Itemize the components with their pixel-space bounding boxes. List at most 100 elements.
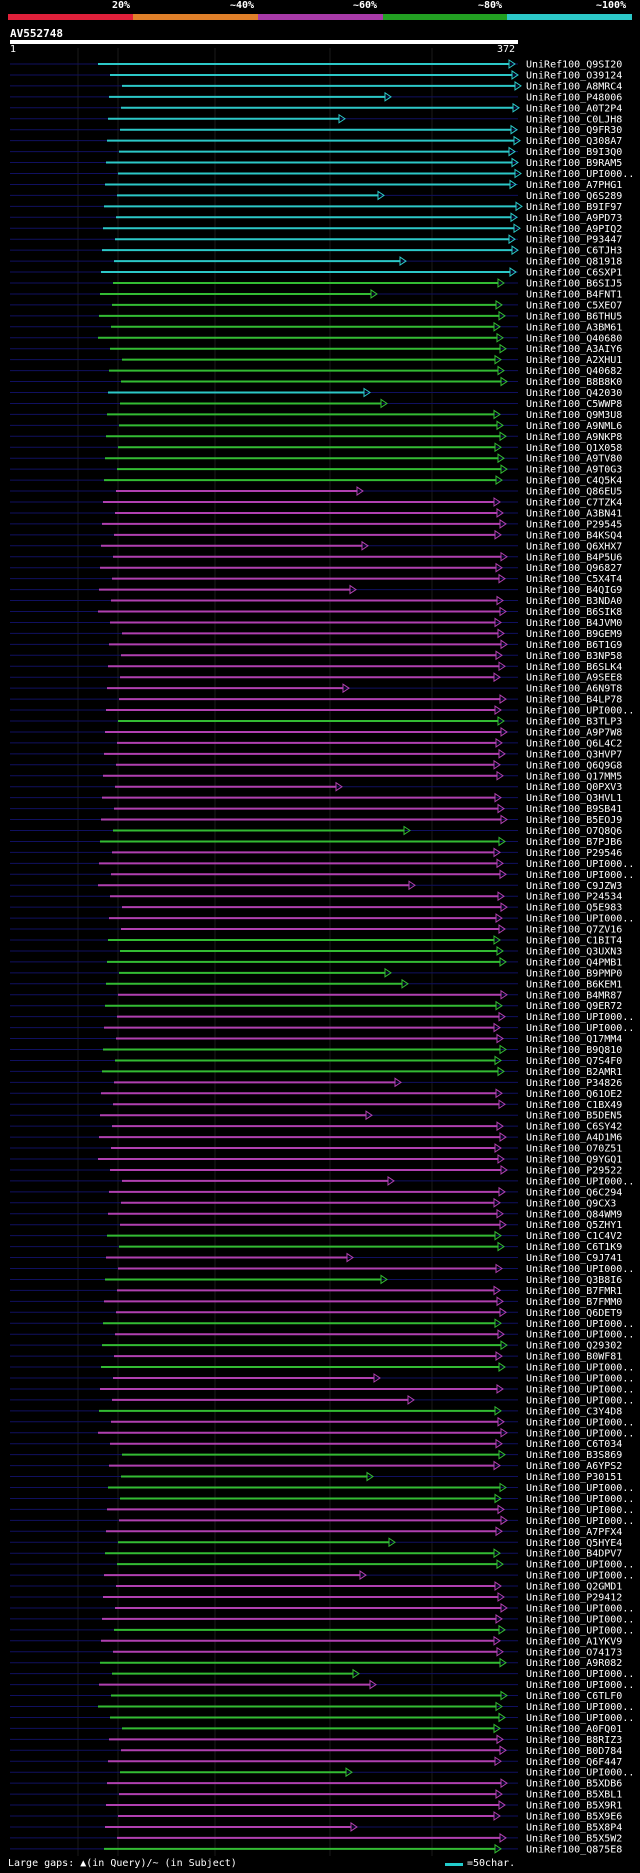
hit-label-link[interactable]: UniRef100_Q81918 — [526, 257, 622, 268]
hit-label-link[interactable]: UniRef100_B5XBL1 — [526, 1790, 622, 1801]
hit-label-link[interactable]: UniRef100_B5DEN5 — [526, 1111, 622, 1122]
hit-label-link[interactable]: UniRef100_Q96827 — [526, 563, 622, 574]
hit-label-link[interactable]: UniRef100_UPI000.. — [526, 1319, 634, 1330]
hit-label-link[interactable]: UniRef100_B4P5U6 — [526, 552, 622, 563]
hit-label-link[interactable]: UniRef100_Q86EU5 — [526, 487, 622, 498]
hit-label-link[interactable]: UniRef100_Q7ZV16 — [526, 925, 622, 936]
hit-label-link[interactable]: UniRef100_Q5HYE4 — [526, 1538, 622, 1549]
hit-label-link[interactable]: UniRef100_B4KSQ4 — [526, 530, 622, 541]
hit-label-link[interactable]: UniRef100_Q9M3U8 — [526, 410, 622, 421]
hit-label-link[interactable]: UniRef100_A6N9T8 — [526, 684, 622, 695]
hit-label-link[interactable]: UniRef100_B6SIK8 — [526, 607, 622, 618]
hit-label-link[interactable]: UniRef100_UPI000.. — [526, 1417, 634, 1428]
hit-label-link[interactable]: UniRef100_P29522 — [526, 1165, 622, 1176]
hit-label-link[interactable]: UniRef100_P34826 — [526, 1078, 622, 1089]
hit-label-link[interactable]: UniRef100_UPI000.. — [526, 1384, 634, 1395]
hit-label-link[interactable]: UniRef100_Q6Q9G8 — [526, 760, 622, 771]
hit-label-link[interactable]: UniRef100_UPI000.. — [526, 870, 634, 881]
hit-label-link[interactable]: UniRef100_UPI000.. — [526, 1768, 634, 1779]
hit-label-link[interactable]: UniRef100_UPI000.. — [526, 1680, 634, 1691]
hit-label-link[interactable]: UniRef100_A6YPS2 — [526, 1461, 622, 1472]
hit-label-link[interactable]: UniRef100_Q9FR30 — [526, 125, 622, 136]
hit-label-link[interactable]: UniRef100_UPI000.. — [526, 1363, 634, 1374]
hit-label-link[interactable]: UniRef100_UPI000.. — [526, 1614, 634, 1625]
hit-label-link[interactable]: UniRef100_B5XDB6 — [526, 1779, 622, 1790]
hit-label-link[interactable]: UniRef100_B9I3Q0 — [526, 147, 622, 158]
hit-label-link[interactable]: UniRef100_B5X5W2 — [526, 1833, 622, 1844]
hit-label-link[interactable]: UniRef100_B4MR87 — [526, 990, 622, 1001]
hit-label-link[interactable]: UniRef100_A1YKV9 — [526, 1636, 622, 1647]
hit-label-link[interactable]: UniRef100_C5X4T4 — [526, 574, 622, 585]
hit-label-link[interactable]: UniRef100_UPI000.. — [526, 706, 634, 717]
hit-label-link[interactable]: UniRef100_C5XEO7 — [526, 300, 622, 311]
hit-label-link[interactable]: UniRef100_UPI000.. — [526, 1330, 634, 1341]
hit-label-link[interactable]: UniRef100_B9PMP0 — [526, 968, 622, 979]
hit-label-link[interactable]: UniRef100_A7PFX4 — [526, 1527, 622, 1538]
hit-label-link[interactable]: UniRef100_A9NML6 — [526, 421, 622, 432]
hit-label-link[interactable]: UniRef100_B5EOJ9 — [526, 815, 622, 826]
hit-label-link[interactable]: UniRef100_B7FMR1 — [526, 1286, 622, 1297]
hit-label-link[interactable]: UniRef100_B0WF81 — [526, 1352, 622, 1363]
hit-label-link[interactable]: UniRef100_Q9ER72 — [526, 1001, 622, 1012]
hit-label-link[interactable]: UniRef100_C1BX49 — [526, 1100, 622, 1111]
hit-label-link[interactable]: UniRef100_P93447 — [526, 235, 622, 246]
hit-label-link[interactable]: UniRef100_A3AIY6 — [526, 344, 622, 355]
hit-label-link[interactable]: UniRef100_C0LJH8 — [526, 114, 622, 125]
hit-label-link[interactable]: UniRef100_P24534 — [526, 892, 622, 903]
hit-label-link[interactable]: UniRef100_B5X9R1 — [526, 1801, 622, 1812]
hit-label-link[interactable]: UniRef100_C4Q5K4 — [526, 476, 622, 487]
hit-label-link[interactable]: UniRef100_C9JZW3 — [526, 881, 622, 892]
hit-label-link[interactable]: UniRef100_A9P7W8 — [526, 727, 622, 738]
hit-label-link[interactable]: UniRef100_Q3B8I6 — [526, 1275, 622, 1286]
hit-label-link[interactable]: UniRef100_UPI000.. — [526, 1505, 634, 1516]
hit-label-link[interactable]: UniRef100_Q308A7 — [526, 136, 622, 147]
hit-label-link[interactable]: UniRef100_C6TLF0 — [526, 1691, 622, 1702]
hit-label-link[interactable]: UniRef100_UPI000.. — [526, 1012, 634, 1023]
hit-label-link[interactable]: UniRef100_B6SIJ5 — [526, 279, 622, 290]
hit-label-link[interactable]: UniRef100_B4LP78 — [526, 695, 622, 706]
hit-label-link[interactable]: UniRef100_B0D784 — [526, 1746, 622, 1757]
hit-label-link[interactable]: UniRef100_UPI000.. — [526, 1494, 634, 1505]
hit-label-link[interactable]: UniRef100_A0FQ01 — [526, 1724, 622, 1735]
hit-label-link[interactable]: UniRef100_Q875E8 — [526, 1844, 622, 1855]
hit-label-link[interactable]: UniRef100_UPI000.. — [526, 1603, 634, 1614]
hit-label-link[interactable]: UniRef100_A9PIQ2 — [526, 224, 622, 235]
hit-label-link[interactable]: UniRef100_B4QIG9 — [526, 585, 622, 596]
hit-label-link[interactable]: UniRef100_B8RIZ3 — [526, 1735, 622, 1746]
hit-label-link[interactable]: UniRef100_O39124 — [526, 70, 622, 81]
hit-label-link[interactable]: UniRef100_B3NP58 — [526, 651, 622, 662]
hit-label-link[interactable]: UniRef100_P29546 — [526, 848, 622, 859]
hit-label-link[interactable]: UniRef100_B3NDA0 — [526, 596, 622, 607]
hit-label-link[interactable]: UniRef100_A9PD73 — [526, 213, 622, 224]
hit-label-link[interactable]: UniRef100_Q17MM4 — [526, 1034, 622, 1045]
hit-label-link[interactable]: UniRef100_Q40680 — [526, 333, 622, 344]
hit-label-link[interactable]: UniRef100_C7TZK4 — [526, 498, 622, 509]
hit-label-link[interactable]: UniRef100_C1BIT4 — [526, 936, 622, 947]
hit-label-link[interactable]: UniRef100_P29412 — [526, 1593, 622, 1604]
hit-label-link[interactable]: UniRef100_UPI000.. — [526, 1625, 634, 1636]
hit-label-link[interactable]: UniRef100_UPI000.. — [526, 1713, 634, 1724]
hit-label-link[interactable]: UniRef100_A3BM61 — [526, 322, 622, 333]
hit-label-link[interactable]: UniRef100_A9SEE8 — [526, 673, 622, 684]
hit-label-link[interactable]: UniRef100_Q2GMD1 — [526, 1582, 622, 1593]
hit-label-link[interactable]: UniRef100_Q6DET9 — [526, 1308, 622, 1319]
hit-label-link[interactable]: UniRef100_UPI000.. — [526, 1428, 634, 1439]
hit-label-link[interactable]: UniRef100_B3S869 — [526, 1450, 622, 1461]
hit-label-link[interactable]: UniRef100_B4DPV7 — [526, 1549, 622, 1560]
hit-label-link[interactable]: UniRef100_Q17MM5 — [526, 771, 622, 782]
hit-label-link[interactable]: UniRef100_O70Z51 — [526, 1144, 622, 1155]
hit-label-link[interactable]: UniRef100_Q40682 — [526, 366, 622, 377]
hit-label-link[interactable]: UniRef100_Q1X058 — [526, 443, 622, 454]
hit-label-link[interactable]: UniRef100_Q5E983 — [526, 903, 622, 914]
hit-label-link[interactable]: UniRef100_UPI000.. — [526, 1571, 634, 1582]
hit-label-link[interactable]: UniRef100_A2XHU1 — [526, 355, 622, 366]
hit-label-link[interactable]: UniRef100_UPI000.. — [526, 1395, 634, 1406]
hit-label-link[interactable]: UniRef100_B6T1G9 — [526, 640, 622, 651]
hit-label-link[interactable]: UniRef100_B8B8K0 — [526, 377, 622, 388]
hit-label-link[interactable]: UniRef100_UPI000.. — [526, 1023, 634, 1034]
hit-label-link[interactable]: UniRef100_A8MRC4 — [526, 81, 622, 92]
hit-label-link[interactable]: UniRef100_B9SB41 — [526, 804, 622, 815]
hit-label-link[interactable]: UniRef100_UPI000.. — [526, 1374, 634, 1385]
hit-label-link[interactable]: UniRef100_UPI000.. — [526, 1264, 634, 1275]
hit-label-link[interactable]: UniRef100_Q61OE2 — [526, 1089, 622, 1100]
